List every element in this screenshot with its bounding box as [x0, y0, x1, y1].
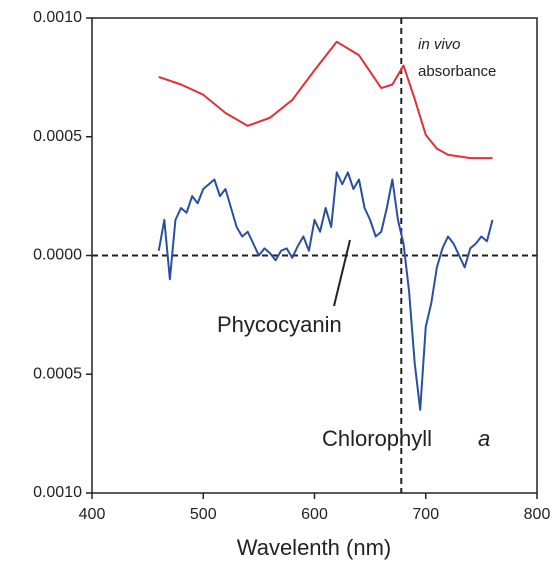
x-axis-label: Wavelenth (nm): [237, 535, 391, 560]
data-line: [158, 40, 493, 160]
y-tick-label: 0.0005: [33, 365, 82, 382]
x-tick-label: 800: [524, 506, 551, 523]
data-line: [157, 171, 494, 411]
x-tick-label: 600: [301, 506, 328, 523]
x-tick-label: 500: [190, 506, 217, 523]
x-tick-label: 700: [412, 506, 439, 523]
annotation: Phycocyanin: [217, 312, 342, 337]
annotation: Chlorophyll: [322, 426, 432, 451]
annotation: absorbance: [418, 63, 496, 80]
annotation: in vivo: [418, 36, 461, 53]
leader-line: [333, 239, 351, 307]
y-tick-label: 0.0010: [33, 484, 82, 501]
y-tick-label: 0.0005: [33, 128, 82, 145]
y-tick-label: 0.0000: [33, 247, 82, 264]
x-tick-label: 400: [79, 506, 106, 523]
annotation: a: [478, 426, 490, 451]
y-tick-label: 0.0010: [33, 9, 82, 26]
